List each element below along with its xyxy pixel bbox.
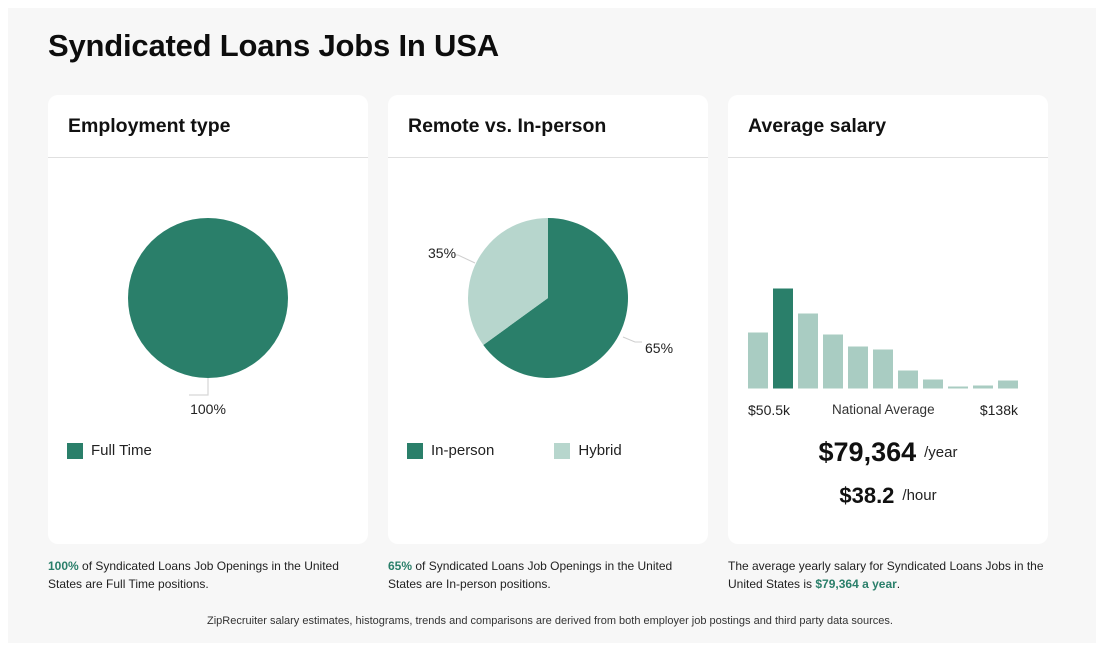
yearly-salary: $79,364/year: [728, 437, 1048, 468]
pie-label-100: 100%: [190, 401, 226, 417]
caption-highlight: $79,364 a year: [815, 577, 897, 591]
histogram-bar[interactable]: [923, 379, 943, 389]
histogram-bar[interactable]: [898, 370, 918, 389]
legend-item-full-time[interactable]: Full Time: [67, 442, 152, 459]
caption-highlight: 65%: [388, 559, 413, 573]
histogram-bar[interactable]: [948, 386, 968, 389]
leader-line: [189, 378, 209, 396]
remote-caption: 65% of Syndicated Loans Job Openings in …: [388, 557, 708, 593]
yearly-salary-value: $79,364: [818, 437, 917, 467]
card-title: Average salary: [728, 95, 1048, 158]
legend-item-in-person[interactable]: In-person: [407, 442, 494, 459]
card-title: Remote vs. In-person: [388, 95, 708, 158]
salary-histogram: [748, 288, 1018, 389]
leader-line-65: [622, 336, 642, 343]
remote-vs-inperson-card: Remote vs. In-person 65% 35% In-person H…: [388, 95, 708, 544]
histogram-bar[interactable]: [748, 332, 768, 389]
leader-line-35: [454, 254, 476, 264]
pie-slice-full-time[interactable]: [128, 218, 288, 378]
hourly-salary-value: $38.2: [839, 483, 895, 508]
employment-pie-chart: 100%: [128, 218, 288, 417]
pie-label-35: 35%: [428, 245, 456, 261]
pie-label-65: 65%: [645, 340, 673, 356]
legend-label: Hybrid: [578, 442, 622, 459]
pie-slice-in-person[interactable]: [483, 218, 629, 378]
caption-text-end: .: [896, 577, 901, 591]
histogram-bar[interactable]: [798, 313, 818, 389]
yearly-unit: /year: [924, 444, 958, 461]
employment-caption: 100% of Syndicated Loans Job Openings in…: [48, 557, 368, 593]
histogram-bar[interactable]: [873, 349, 893, 389]
caption-text: of Syndicated Loans Job Openings in the …: [48, 559, 339, 591]
employment-type-card: Employment type 100% Full Time: [48, 95, 368, 544]
legend-swatch: [407, 442, 423, 459]
histogram-bar-highlighted[interactable]: [773, 288, 793, 389]
legend: Full Time: [67, 442, 212, 459]
hourly-unit: /hour: [902, 487, 937, 504]
legend-label: In-person: [431, 442, 495, 459]
caption-text: The average yearly salary for Syndicated…: [728, 559, 1044, 591]
histogram-bar[interactable]: [823, 334, 843, 389]
remote-pie-chart: 65% 35%: [428, 218, 673, 378]
caption-highlight: 100%: [48, 559, 79, 573]
histogram-bar[interactable]: [848, 346, 868, 389]
footnote: ZipRecruiter salary estimates, histogram…: [207, 615, 893, 627]
histogram-bar[interactable]: [998, 380, 1018, 389]
caption-text: of Syndicated Loans Job Openings in the …: [388, 559, 673, 591]
legend-swatch: [554, 442, 571, 459]
min-salary-label: $50.5k: [748, 402, 791, 418]
legend-item-hybrid[interactable]: Hybrid: [554, 442, 622, 459]
legend-label: Full Time: [91, 442, 152, 459]
average-salary-card: Average salary $50.5k National Average $…: [728, 95, 1048, 544]
legend: In-person Hybrid: [407, 442, 682, 459]
page-title: Syndicated Loans Jobs In USA: [48, 28, 499, 63]
legend-swatch: [67, 442, 83, 459]
card-title: Employment type: [48, 95, 368, 158]
pie-slice-hybrid[interactable]: [468, 218, 548, 346]
histogram-bar[interactable]: [973, 385, 993, 389]
max-salary-label: $138k: [979, 402, 1018, 418]
salary-caption: The average yearly salary for Syndicated…: [728, 557, 1048, 593]
national-average-label: National Average: [832, 402, 935, 417]
hourly-salary: $38.2/hour: [728, 483, 1048, 509]
